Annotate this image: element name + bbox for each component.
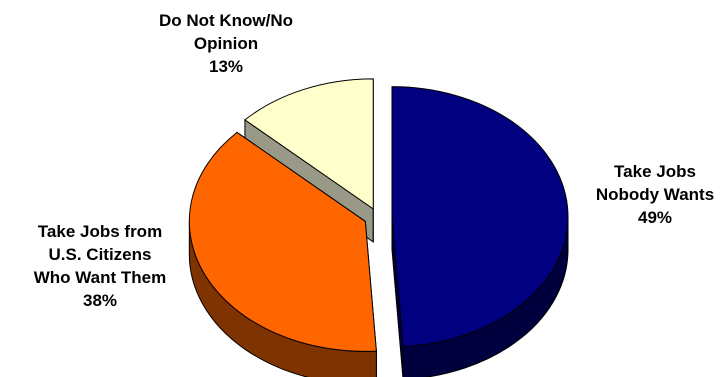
slice-percent: 38%	[82, 291, 118, 310]
slice-label-take-jobs-nobody-wants: Take Jobs Nobody Wants 49%	[570, 160, 721, 229]
slice-label-line: Take Jobs	[614, 162, 696, 181]
slice-label-line: Nobody Wants	[595, 185, 715, 204]
pie-tops	[188, 78, 569, 352]
slice-0-top	[391, 86, 569, 347]
slice-2-top	[244, 78, 374, 210]
slice-label-line: Opinion	[193, 34, 259, 53]
slice-label-line: Take Jobs from	[37, 222, 163, 241]
slice-percent: 13%	[208, 57, 244, 76]
slice-1-top	[188, 131, 377, 352]
slice-label-line: Do Not Know/No	[158, 11, 294, 30]
slice-label-take-jobs-from-citizens: Take Jobs from U.S. Citizens Who Want Th…	[0, 220, 200, 312]
slice-label-line: Who Want Them	[33, 268, 167, 287]
slice-label-do-not-know: Do Not Know/No Opinion 13%	[116, 9, 336, 78]
slice-label-line: U.S. Citizens	[48, 245, 152, 264]
slice-percent: 49%	[637, 208, 673, 227]
